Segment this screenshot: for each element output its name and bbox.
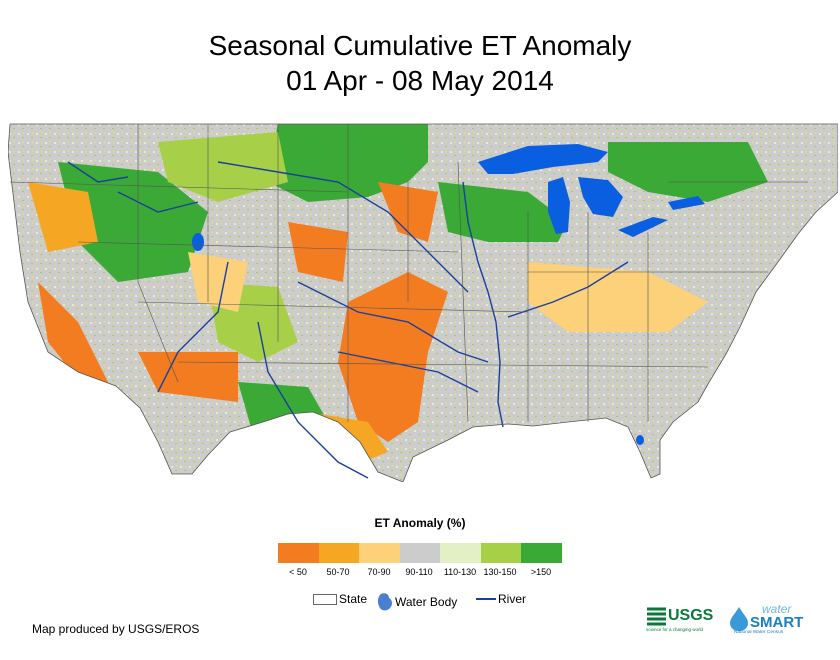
watersmart-logo: water SMART National Water Census bbox=[728, 602, 810, 638]
usgs-logo: USGS science for a changing world bbox=[646, 605, 724, 637]
state-boundaries bbox=[9, 124, 808, 423]
anomaly-area-upper-midwest-green bbox=[438, 182, 568, 242]
river-colorado bbox=[157, 261, 229, 393]
anomaly-area-great-basin-light-orange bbox=[188, 252, 248, 312]
river-mississippi bbox=[462, 181, 504, 428]
map-credit: Map produced by USGS/EROS bbox=[32, 622, 200, 636]
anomaly-area-colorado-orange bbox=[288, 222, 348, 282]
water-drop-icon bbox=[730, 607, 748, 631]
legend-river: River bbox=[474, 592, 526, 606]
great-salt-lake bbox=[192, 233, 204, 251]
legend-swatch-gt150 bbox=[521, 543, 562, 563]
legend-swatch-70-90 bbox=[359, 543, 400, 563]
anomaly-area-southeast-yellow bbox=[528, 262, 708, 332]
river-ohio bbox=[507, 261, 629, 318]
legend-label: >150 bbox=[530, 567, 552, 577]
legend-label: < 50 bbox=[289, 567, 307, 577]
lake-michigan bbox=[548, 177, 570, 234]
river-snake bbox=[117, 191, 199, 213]
watersmart-logo-tagline: National Water Census bbox=[734, 630, 784, 635]
us-outline bbox=[8, 123, 838, 482]
water-body-icon bbox=[377, 593, 392, 611]
anomaly-area-northeast-green bbox=[608, 142, 768, 202]
anomaly-area-california-orange bbox=[38, 282, 108, 392]
anomaly-area-southern-plains-orange bbox=[338, 272, 448, 442]
watersmart-logo-bottom: SMART bbox=[750, 614, 804, 631]
legend-swatch-90-110 bbox=[399, 543, 440, 563]
legend-swatch-50-70 bbox=[318, 543, 359, 563]
watersmart-logo-top: water bbox=[762, 602, 792, 616]
usgs-logo-name: USGS bbox=[668, 607, 714, 624]
usgs-logo-tagline: science for a changing world bbox=[646, 627, 704, 632]
legend-title: ET Anomaly (%) bbox=[374, 516, 466, 530]
lake-erie bbox=[618, 217, 668, 237]
lake-ontario bbox=[668, 196, 705, 210]
river-missouri bbox=[217, 161, 469, 293]
legend-swatch-130-150 bbox=[480, 543, 521, 563]
et-anomaly-map bbox=[8, 123, 838, 482]
lake-okeechobee bbox=[636, 435, 644, 445]
legend-water-body: Water Body bbox=[377, 592, 457, 612]
legend-label: 90-110 bbox=[405, 567, 433, 577]
anomaly-raster bbox=[8, 124, 838, 482]
legend-labels: < 50 50-70 70-90 90-110 110-130 130-150 … bbox=[278, 567, 566, 581]
legend-color-ramp bbox=[278, 543, 562, 563]
anomaly-area-arizona-orange bbox=[138, 352, 238, 402]
rivers bbox=[67, 161, 629, 479]
legend-label: 110-130 bbox=[443, 567, 477, 577]
legend-water-body-label: Water Body bbox=[395, 595, 458, 609]
legend-label: 130-150 bbox=[483, 567, 517, 577]
anomaly-area-northwest-green bbox=[58, 162, 208, 282]
river-arkansas bbox=[297, 281, 489, 363]
river-columbia bbox=[67, 161, 129, 183]
legend-river-label: River bbox=[498, 592, 527, 606]
river-line-icon bbox=[476, 598, 496, 600]
lake-superior bbox=[478, 144, 608, 174]
state-symbol-icon bbox=[313, 593, 337, 605]
usgs-wave-icon bbox=[647, 607, 666, 626]
river-red bbox=[337, 351, 479, 393]
legend-state-label: State bbox=[339, 592, 368, 606]
map-title: Seasonal Cumulative ET Anomaly bbox=[208, 30, 632, 61]
map-date-range: 01 Apr - 08 May 2014 bbox=[286, 65, 554, 96]
anomaly-area-northwest-orange bbox=[28, 182, 98, 252]
lake-huron bbox=[578, 177, 623, 217]
anomaly-area-northern-light-green bbox=[158, 132, 288, 202]
legend-label: 50-70 bbox=[326, 567, 350, 577]
legend-swatch-lt50 bbox=[278, 543, 319, 563]
legend-label: 70-90 bbox=[367, 567, 391, 577]
legend-swatch-110-130 bbox=[440, 543, 481, 563]
legend-state: State bbox=[313, 592, 367, 606]
river-rio-grande bbox=[257, 321, 369, 479]
